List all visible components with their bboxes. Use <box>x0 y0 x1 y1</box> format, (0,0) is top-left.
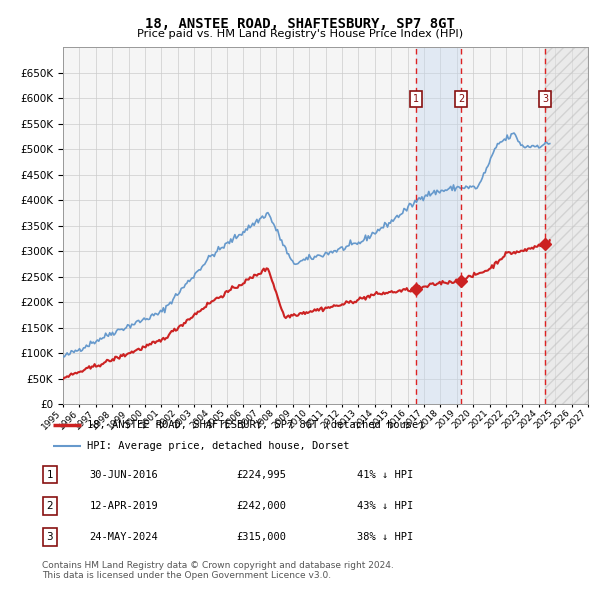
Text: This data is licensed under the Open Government Licence v3.0.: This data is licensed under the Open Gov… <box>42 571 331 580</box>
Text: 3: 3 <box>47 532 53 542</box>
Text: Contains HM Land Registry data © Crown copyright and database right 2024.: Contains HM Land Registry data © Crown c… <box>42 560 394 569</box>
Text: £224,995: £224,995 <box>236 470 286 480</box>
Text: 18, ANSTEE ROAD, SHAFTESBURY, SP7 8GT (detached house): 18, ANSTEE ROAD, SHAFTESBURY, SP7 8GT (d… <box>86 420 424 430</box>
Text: 38% ↓ HPI: 38% ↓ HPI <box>357 532 413 542</box>
Text: HPI: Average price, detached house, Dorset: HPI: Average price, detached house, Dors… <box>86 441 349 451</box>
Text: 43% ↓ HPI: 43% ↓ HPI <box>357 501 413 511</box>
Text: £315,000: £315,000 <box>236 532 286 542</box>
Text: 3: 3 <box>542 94 548 104</box>
Bar <box>545 47 588 404</box>
Text: 1: 1 <box>413 94 419 104</box>
Text: 1: 1 <box>47 470 53 480</box>
Text: 30-JUN-2016: 30-JUN-2016 <box>89 470 158 480</box>
Text: 41% ↓ HPI: 41% ↓ HPI <box>357 470 413 480</box>
Text: 24-MAY-2024: 24-MAY-2024 <box>89 532 158 542</box>
Text: Price paid vs. HM Land Registry's House Price Index (HPI): Price paid vs. HM Land Registry's House … <box>137 29 463 39</box>
Text: 12-APR-2019: 12-APR-2019 <box>89 501 158 511</box>
Bar <box>416 47 461 404</box>
Text: 18, ANSTEE ROAD, SHAFTESBURY, SP7 8GT: 18, ANSTEE ROAD, SHAFTESBURY, SP7 8GT <box>145 17 455 31</box>
Text: 2: 2 <box>458 94 464 104</box>
Text: 2: 2 <box>47 501 53 511</box>
Text: £242,000: £242,000 <box>236 501 286 511</box>
